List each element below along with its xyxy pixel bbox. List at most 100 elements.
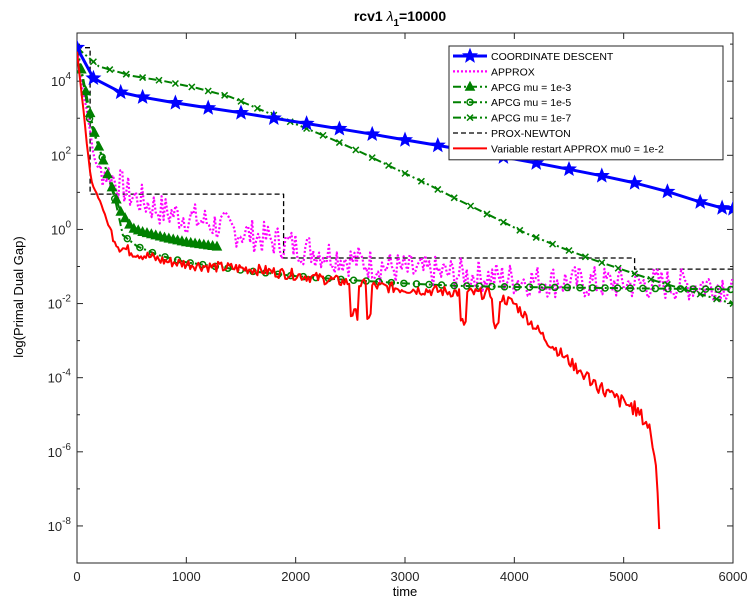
legend-marker xyxy=(466,114,474,122)
series-marker xyxy=(626,174,643,190)
series-line xyxy=(77,47,733,303)
series-marker xyxy=(80,85,92,96)
series-marker xyxy=(115,205,127,216)
series-marker xyxy=(331,120,348,136)
series-marker xyxy=(221,91,229,99)
y-tick-label: 10-4 xyxy=(48,368,72,386)
series-marker xyxy=(387,278,396,287)
legend-marker xyxy=(464,80,476,91)
series-marker xyxy=(368,154,376,162)
series-marker xyxy=(549,240,557,248)
series-marker xyxy=(450,281,458,290)
series-marker xyxy=(626,284,634,293)
legend: COORDINATE DESCENT APPROX APCG mu = 1e-3 AP… xyxy=(448,45,724,161)
series-marker xyxy=(122,70,130,78)
series-marker xyxy=(689,285,697,293)
series-marker xyxy=(467,202,475,210)
series-marker xyxy=(85,69,102,86)
series-marker xyxy=(714,285,722,294)
series-marker xyxy=(112,83,129,100)
series-marker xyxy=(364,125,381,142)
series-marker xyxy=(211,240,223,251)
series-marker xyxy=(97,154,109,165)
x-tick-label: 4000 xyxy=(500,569,529,584)
series-marker xyxy=(136,243,144,252)
y-tick-label: 10-2 xyxy=(48,294,72,312)
legend-label: APCG mu = 1e-5 xyxy=(491,97,571,109)
series-marker xyxy=(385,161,393,170)
series-marker xyxy=(696,290,704,298)
y-tick-label: 104 xyxy=(51,71,71,89)
series-marker xyxy=(119,212,131,223)
series-marker xyxy=(298,115,315,131)
series-marker xyxy=(483,210,491,218)
series-marker xyxy=(155,76,163,84)
series-marker xyxy=(412,280,421,288)
y-tick-label: 10-6 xyxy=(48,442,72,460)
legend-marker xyxy=(461,47,479,63)
series-marker xyxy=(631,270,639,278)
series-marker xyxy=(265,109,282,126)
series-line xyxy=(77,51,661,530)
series-marker xyxy=(84,106,96,118)
series-marker xyxy=(237,97,245,105)
series-marker xyxy=(232,104,250,120)
x-tick-label: 3000 xyxy=(391,569,420,584)
series-marker xyxy=(598,259,606,267)
chart-title: rcv1 λ1=10000 xyxy=(354,8,446,29)
series-marker xyxy=(528,154,545,170)
legend-label: APPROX xyxy=(491,66,535,78)
series-marker xyxy=(727,285,733,294)
series-marker xyxy=(513,283,521,291)
x-tick-label: 2000 xyxy=(281,569,310,584)
series-marker xyxy=(417,177,425,185)
series-marker xyxy=(106,181,118,192)
series-marker xyxy=(565,247,573,255)
series-marker xyxy=(701,285,710,293)
y-tick-label: 100 xyxy=(51,219,71,237)
x-tick-label: 0 xyxy=(73,569,80,584)
legend-label: COORDINATE DESCENT xyxy=(491,51,614,63)
legend-label: PROX-NEWTON xyxy=(491,128,571,140)
series-marker xyxy=(204,87,212,95)
series-marker xyxy=(93,140,105,151)
series-marker xyxy=(77,39,86,55)
series-marker xyxy=(425,280,433,289)
series-marker xyxy=(647,275,655,283)
series-2 xyxy=(77,41,223,251)
series-marker xyxy=(692,193,709,209)
series-marker xyxy=(614,264,622,272)
series-marker xyxy=(167,94,184,110)
series-marker xyxy=(532,233,540,241)
x-tick-label: 6000 xyxy=(719,569,748,584)
legend-box xyxy=(448,45,724,161)
series-marker xyxy=(563,283,572,292)
series-marker xyxy=(188,83,196,91)
series-marker xyxy=(463,282,471,290)
series-marker xyxy=(593,167,610,183)
series-marker xyxy=(639,284,647,293)
series-marker xyxy=(134,88,151,104)
series-marker xyxy=(500,283,509,291)
series-marker xyxy=(434,185,442,193)
legend-label: Variable restart APPROX mu0 = 1e-2 xyxy=(491,143,664,155)
series-marker xyxy=(663,280,671,288)
series-6 xyxy=(77,51,661,530)
series-marker xyxy=(525,283,534,291)
series-marker xyxy=(200,99,217,115)
y-tick-label: 10-8 xyxy=(48,516,72,534)
series-marker xyxy=(111,193,122,204)
series-marker xyxy=(499,218,507,226)
series-marker xyxy=(680,285,688,293)
series-5 xyxy=(77,47,733,270)
series-1 xyxy=(77,47,733,303)
series-line xyxy=(77,47,733,270)
series-marker xyxy=(560,160,578,176)
series-marker xyxy=(714,199,731,215)
x-axis-label: time xyxy=(393,584,418,599)
legend-label: APCG mu = 1e-3 xyxy=(491,82,571,94)
series-marker xyxy=(171,79,179,88)
series-marker xyxy=(576,283,584,292)
series-4 xyxy=(77,44,733,308)
